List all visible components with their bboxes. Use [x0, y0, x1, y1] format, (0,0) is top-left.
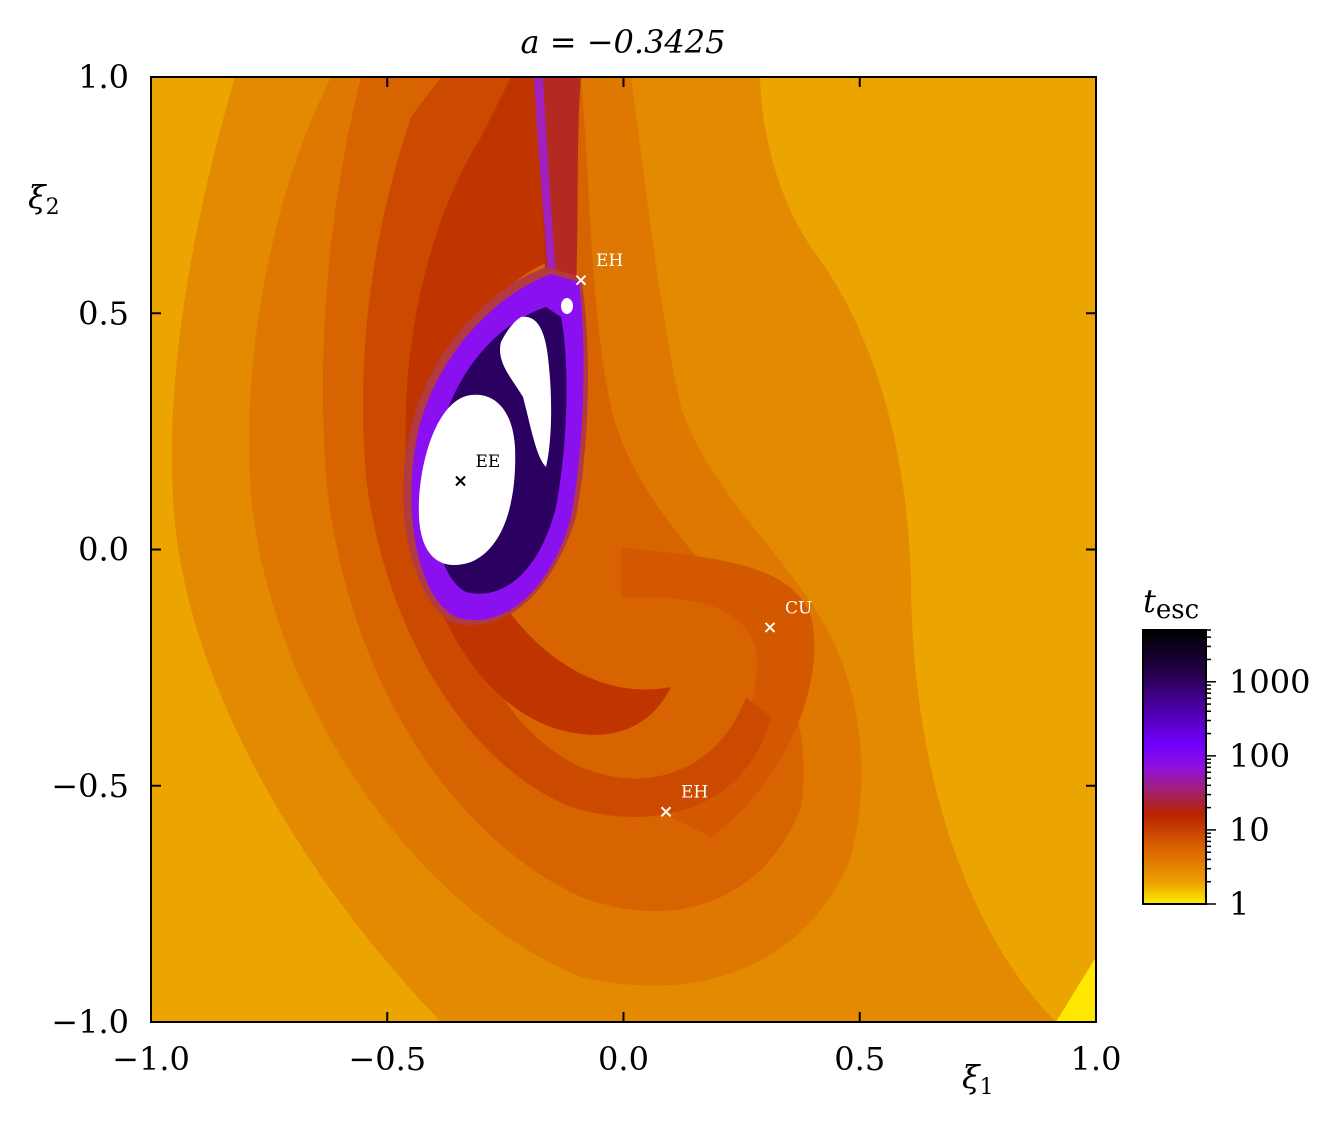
stable-island-small [561, 298, 573, 314]
colorbar-tick-label: 100 [1229, 737, 1290, 775]
stable-island-upper [500, 316, 552, 467]
heatmap-field [151, 77, 1096, 1022]
x-tick-label: −1.0 [112, 1040, 190, 1078]
y-tick-label: 1.0 [78, 58, 129, 96]
marker-eh: EH [575, 251, 623, 286]
marker-label: EH [596, 251, 623, 271]
marker-eh: EH [660, 783, 708, 817]
x-axis-label: ξ1 [962, 1058, 994, 1100]
colorbar-ticks: 1 10 100 1000 [1206, 629, 1310, 923]
stable-island-main [418, 394, 516, 565]
marker-label: EH [681, 783, 708, 803]
colorbar-tick-label: 1000 [1229, 663, 1310, 701]
x-tick-label: −0.5 [348, 1040, 426, 1078]
tendril-core [534, 77, 556, 282]
y-tick-label: −0.5 [51, 767, 129, 805]
cross-icon [575, 274, 587, 286]
x-tick-label: 1.0 [1071, 1040, 1122, 1078]
marker-label: CU [785, 598, 812, 618]
marker-layer: EH EE CU EH [455, 251, 812, 817]
marker-ee: EE [455, 452, 500, 487]
colorbar-label: tesc [1143, 582, 1199, 625]
cross-icon [764, 622, 776, 633]
cu-tongue [621, 547, 815, 837]
x-tick-label: 0.5 [834, 1040, 885, 1078]
y-tick-label: −1.0 [51, 1003, 129, 1041]
yellow-corner-region [1056, 957, 1096, 1022]
cross-icon [455, 475, 466, 487]
y-tick-label: 0.0 [78, 531, 129, 569]
colorbar-gradient [1142, 629, 1207, 905]
axes: −1.0 −0.5 0.0 0.5 1.0 −1.0 −0.5 0.0 0.5 1.0 [51, 58, 1121, 1078]
colorbar-tick-label: 1 [1229, 885, 1249, 923]
marker-label: EE [475, 452, 500, 472]
marker-cu: CU [764, 598, 812, 633]
y-tick-label: 0.5 [78, 294, 129, 332]
cross-icon [660, 806, 672, 817]
y-axis-label: ξ2 [28, 178, 60, 220]
chart-title: a = −0.3425 [520, 23, 725, 61]
colorbar: tesc 1 10 100 1000 [1142, 582, 1310, 923]
colorbar-tick-label: 10 [1229, 811, 1270, 849]
x-tick-label: 0.0 [598, 1040, 649, 1078]
